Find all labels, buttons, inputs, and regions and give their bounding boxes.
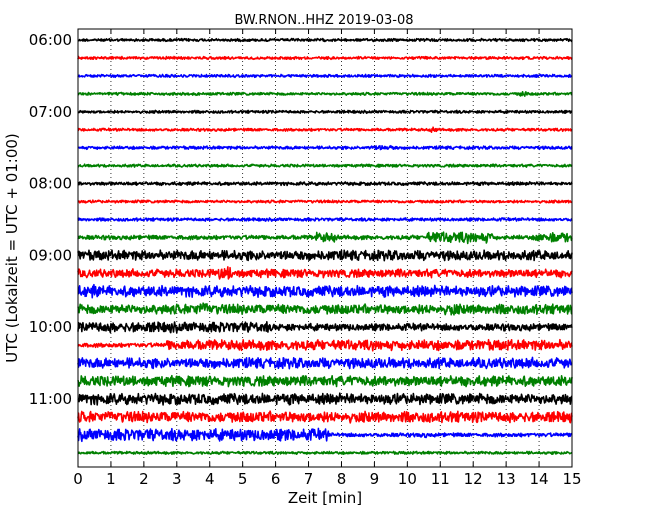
plot-frame xyxy=(77,28,573,468)
trace-0600 xyxy=(77,37,573,43)
y-tick-label-06:00: 06:00 xyxy=(29,31,72,49)
trace-0645 xyxy=(77,91,573,97)
x-tick-label-2: 2 xyxy=(139,470,149,488)
x-tick-label-11: 11 xyxy=(431,470,450,488)
y-tick-label-10:00: 10:00 xyxy=(29,318,72,336)
x-tick-label-14: 14 xyxy=(530,470,549,488)
trace-0830 xyxy=(77,217,573,222)
trace-0715 xyxy=(77,126,573,134)
y-tick-label-08:00: 08:00 xyxy=(29,175,72,193)
trace-0845 xyxy=(77,231,573,245)
x-tick-label-4: 4 xyxy=(205,470,215,488)
x-tick-label-1: 1 xyxy=(106,470,116,488)
x-tick-label-7: 7 xyxy=(304,470,314,488)
trace-1130 xyxy=(77,427,573,443)
x-tick-label-9: 9 xyxy=(370,470,380,488)
trace-1145 xyxy=(77,450,573,456)
x-tick-label-8: 8 xyxy=(337,470,347,488)
x-axis-label: Zeit [min] xyxy=(288,489,362,507)
x-tick-label-5: 5 xyxy=(238,470,248,488)
trace-0730 xyxy=(77,144,573,151)
x-tick-label-3: 3 xyxy=(172,470,182,488)
trace-0915 xyxy=(77,266,573,280)
trace-0945 xyxy=(77,302,573,316)
x-axis: 0 1 2 3 4 5 6 7 8 9 10 11 12 13 14 15 xyxy=(73,29,582,488)
trace-0800 xyxy=(77,181,573,187)
y-tick-label-11:00: 11:00 xyxy=(29,390,72,408)
trace-1115 xyxy=(77,410,573,424)
trace-1030 xyxy=(77,356,573,370)
x-tick-label-13: 13 xyxy=(497,470,516,488)
x-tick-label-10: 10 xyxy=(398,470,417,488)
y-tick-label-07:00: 07:00 xyxy=(29,103,72,121)
trace-0615 xyxy=(77,55,573,61)
trace-1045 xyxy=(77,374,573,388)
trace-0700 xyxy=(77,109,573,115)
trace-0815 xyxy=(77,199,573,204)
y-axis-label: UTC (Lokalzeit = UTC + 01:00) xyxy=(3,133,21,363)
trace-0745 xyxy=(77,163,573,168)
x-tick-label-12: 12 xyxy=(464,470,483,488)
y-axis: 06:00 07:00 08:00 09:00 10:00 11:00 xyxy=(29,31,572,408)
trace-1000 xyxy=(77,321,573,334)
trace-0630 xyxy=(77,73,573,79)
trace-1100 xyxy=(77,392,573,406)
chart-title: BW.RNON..HHZ 2019-03-08 xyxy=(234,13,413,28)
x-tick-label-15: 15 xyxy=(562,470,581,488)
trace-0900 xyxy=(77,249,573,262)
trace-1015 xyxy=(77,338,573,352)
y-tick-label-09:00: 09:00 xyxy=(29,246,72,264)
x-tick-label-0: 0 xyxy=(73,470,83,488)
trace-0930 xyxy=(77,283,573,299)
trace-layer xyxy=(77,37,573,456)
x-tick-label-6: 6 xyxy=(271,470,281,488)
